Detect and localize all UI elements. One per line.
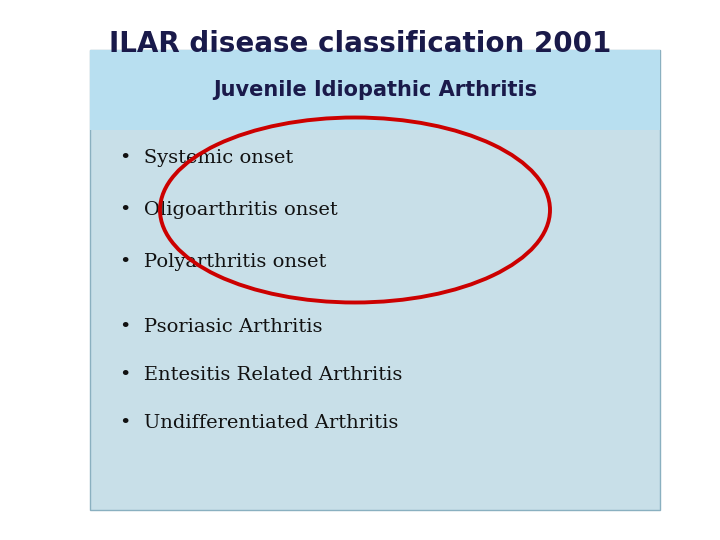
Text: •  Polyarthritis onset: • Polyarthritis onset	[120, 253, 326, 271]
Text: •  Oligoarthritis onset: • Oligoarthritis onset	[120, 201, 338, 219]
Text: •  Entesitis Related Arthritis: • Entesitis Related Arthritis	[120, 366, 402, 384]
FancyBboxPatch shape	[90, 50, 660, 130]
Text: Juvenile Idiopathic Arthritis: Juvenile Idiopathic Arthritis	[213, 80, 537, 100]
Text: ILAR disease classification 2001: ILAR disease classification 2001	[109, 30, 611, 58]
Text: •  Systemic onset: • Systemic onset	[120, 149, 293, 167]
Text: •  Psoriasic Arthritis: • Psoriasic Arthritis	[120, 318, 323, 336]
FancyBboxPatch shape	[90, 50, 660, 510]
Text: •  Undifferentiated Arthritis: • Undifferentiated Arthritis	[120, 414, 398, 432]
